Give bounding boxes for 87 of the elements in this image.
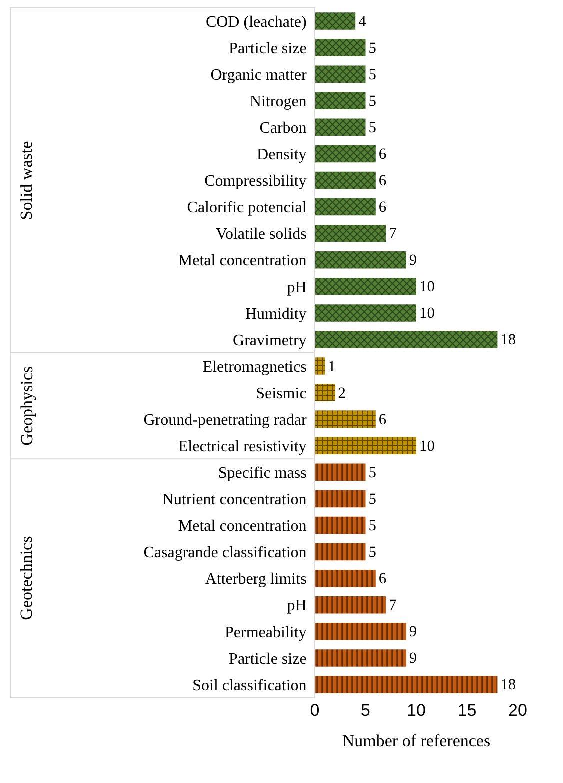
y-tick-label: Metal concentration bbox=[178, 518, 307, 536]
text: Geotechnics bbox=[17, 536, 36, 620]
data-label: 6 bbox=[378, 411, 387, 428]
bar bbox=[315, 118, 366, 136]
data-label: 6 bbox=[378, 570, 387, 588]
y-tick-label: Nitrogen bbox=[250, 93, 307, 110]
bar bbox=[315, 410, 376, 428]
bar bbox=[315, 543, 366, 561]
text: Geophysics bbox=[18, 366, 37, 446]
y-tick-label: Organic matter bbox=[210, 66, 308, 84]
data-label: 9 bbox=[409, 252, 418, 270]
bar bbox=[315, 331, 498, 348]
data-label: 10 bbox=[420, 278, 436, 296]
bar bbox=[315, 464, 366, 482]
y-tick-label: pH bbox=[287, 279, 308, 296]
data-label: 18 bbox=[500, 676, 516, 694]
y-tick-label: Soil classification bbox=[192, 677, 307, 694]
y-tick-label: Electrical resistivity bbox=[178, 438, 307, 456]
y-tick-label: Gravimetry bbox=[233, 332, 307, 350]
data-label: 5 bbox=[368, 119, 377, 136]
x-axis-title: Number of references bbox=[342, 731, 491, 750]
y-tick-label: Particle size bbox=[229, 40, 307, 58]
x-tick-label: 10 bbox=[407, 701, 426, 720]
data-label: 5 bbox=[368, 40, 377, 57]
y-tick-label: Particle size bbox=[229, 650, 307, 668]
data-label: 9 bbox=[409, 624, 418, 641]
bar bbox=[315, 437, 416, 455]
y-tick-label: Specific mass bbox=[218, 465, 307, 482]
data-label: 7 bbox=[389, 597, 398, 614]
data-label: 9 bbox=[409, 650, 418, 668]
y-tick-label: Casagrande classification bbox=[144, 544, 307, 562]
data-label: 5 bbox=[368, 66, 377, 84]
data-label: 5 bbox=[368, 544, 377, 562]
bar bbox=[315, 596, 386, 614]
data-label: 5 bbox=[368, 464, 377, 482]
data-label: 4 bbox=[358, 13, 367, 30]
data-label: 5 bbox=[368, 518, 377, 534]
x-tick-label: 5 bbox=[361, 701, 370, 720]
data-label: 7 bbox=[389, 226, 398, 243]
y-tick-label: Compressibility bbox=[204, 173, 307, 190]
x-tick-label: 15 bbox=[458, 701, 477, 720]
data-label: 6 bbox=[378, 172, 387, 190]
data-label: 1 bbox=[328, 358, 336, 376]
data-label: 2 bbox=[338, 384, 346, 402]
bar bbox=[315, 490, 366, 508]
y-tick-label: Calorific potencial bbox=[187, 200, 308, 217]
bar bbox=[315, 650, 406, 667]
y-tick-label: Density bbox=[257, 146, 307, 164]
bar bbox=[315, 92, 366, 110]
bar bbox=[315, 570, 376, 588]
bar bbox=[315, 12, 356, 30]
y-tick-label: Atterberg limits bbox=[205, 571, 307, 588]
bar bbox=[315, 172, 376, 190]
bar bbox=[315, 39, 366, 56]
data-label: 5 bbox=[368, 490, 377, 508]
data-label: 6 bbox=[378, 199, 387, 216]
bar bbox=[315, 384, 336, 402]
bar bbox=[315, 623, 406, 640]
y-tick-label: Nutrient concentration bbox=[162, 492, 307, 509]
bar bbox=[315, 304, 416, 322]
y-tick-label: Ground-penetrating radar bbox=[144, 412, 308, 429]
y-tick-label: Volatile solids bbox=[216, 226, 307, 244]
data-label: 18 bbox=[500, 332, 516, 349]
bar bbox=[315, 224, 386, 242]
y-tick-label: Humidity bbox=[245, 306, 307, 323]
bar bbox=[315, 251, 406, 269]
x-tick-label: 0 bbox=[310, 701, 320, 720]
y-tick-label: Seismic bbox=[256, 385, 307, 402]
bar bbox=[315, 66, 366, 83]
y-tick-label: pH bbox=[287, 598, 308, 615]
y-tick-label: Metal concentration bbox=[178, 252, 307, 270]
data-label: 6 bbox=[378, 146, 387, 163]
text: Solid waste bbox=[17, 141, 36, 220]
bar bbox=[315, 676, 498, 694]
bar bbox=[315, 278, 416, 296]
bar bbox=[315, 145, 376, 163]
y-tick-label: Eletromagnetics bbox=[202, 358, 307, 376]
data-label: 10 bbox=[420, 305, 436, 322]
bar bbox=[315, 198, 376, 216]
y-tick-label: Permeability bbox=[225, 624, 307, 642]
data-label: 5 bbox=[368, 92, 377, 110]
y-tick-label: Carbon bbox=[260, 120, 307, 138]
y-tick-label: COD (leachate) bbox=[206, 14, 307, 31]
x-tick-label: 20 bbox=[508, 701, 528, 720]
data-label: 10 bbox=[420, 438, 436, 455]
bar bbox=[315, 516, 366, 534]
bar bbox=[315, 358, 326, 375]
